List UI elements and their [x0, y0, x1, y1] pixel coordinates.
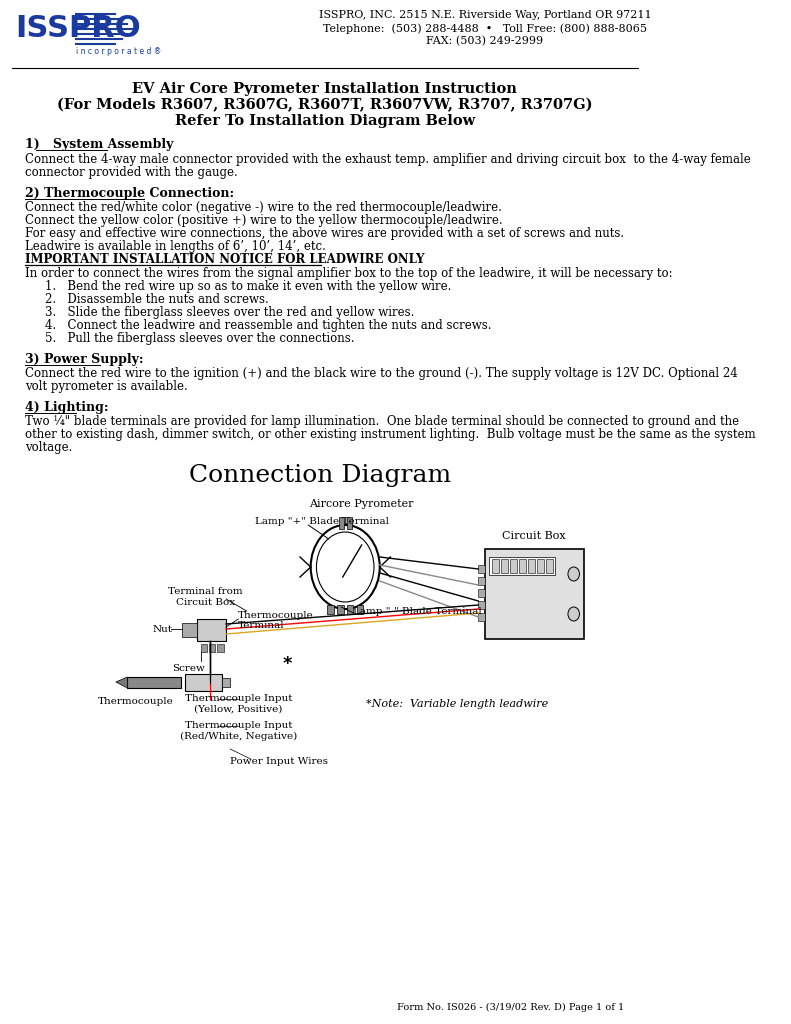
Text: *: * — [283, 655, 293, 673]
Text: For easy and effective wire connections, the above wires are provided with a set: For easy and effective wire connections,… — [25, 227, 624, 240]
Text: 4.   Connect the leadwire and reassemble and tighten the nuts and screws.: 4. Connect the leadwire and reassemble a… — [45, 319, 492, 332]
Text: connector provided with the gauge.: connector provided with the gauge. — [25, 166, 237, 179]
Text: IMPORTANT INSTALLATION NOTICE FOR LEADWIRE ONLY: IMPORTANT INSTALLATION NOTICE FOR LEADWI… — [25, 253, 424, 266]
Text: Connect the 4-way male connector provided with the exhaust temp. amplifier and d: Connect the 4-way male connector provide… — [25, 153, 751, 166]
Bar — [509, 559, 517, 573]
Text: Circuit Box: Circuit Box — [176, 598, 235, 607]
Text: 4) Lighting:: 4) Lighting: — [25, 401, 108, 414]
Text: Thermocouple Input: Thermocouple Input — [184, 721, 292, 730]
Text: Refer To Installation Diagram Below: Refer To Installation Diagram Below — [175, 114, 475, 128]
Text: *Note:  Variable length leadwire: *Note: Variable length leadwire — [365, 699, 548, 709]
Bar — [479, 601, 485, 609]
Bar — [217, 644, 224, 652]
Bar — [479, 577, 485, 585]
Text: Telephone:  (503) 288-4488  •   Toll Free: (800) 888-8065: Telephone: (503) 288-4488 • Toll Free: (… — [323, 23, 647, 34]
Text: EV Air Core Pyrometer Installation Instruction: EV Air Core Pyrometer Installation Instr… — [132, 82, 517, 96]
Text: 5.   Pull the fiberglass sleeves over the connections.: 5. Pull the fiberglass sleeves over the … — [45, 332, 354, 345]
Text: Connect the red wire to the ignition (+) and the black wire to the ground (-). T: Connect the red wire to the ignition (+)… — [25, 367, 737, 380]
Text: (Red/White, Negative): (Red/White, Negative) — [180, 732, 297, 741]
Text: Connect the red/white color (negative -) wire to the red thermocouple/leadwire.: Connect the red/white color (negative -)… — [25, 201, 501, 214]
Bar — [222, 678, 230, 687]
Bar — [537, 559, 544, 573]
Bar — [546, 559, 553, 573]
Polygon shape — [116, 677, 127, 688]
Bar — [489, 557, 554, 575]
Bar — [339, 517, 343, 529]
Text: 3) Power Supply:: 3) Power Supply: — [25, 353, 143, 366]
Text: Lamp "+" Blade Terminal: Lamp "+" Blade Terminal — [255, 517, 389, 526]
Bar — [528, 559, 535, 573]
Text: volt pyrometer is available.: volt pyrometer is available. — [25, 380, 187, 393]
Bar — [479, 589, 485, 597]
Text: voltage.: voltage. — [25, 441, 72, 454]
Text: ISSPRO, INC. 2515 N.E. Riverside Way, Portland OR 97211: ISSPRO, INC. 2515 N.E. Riverside Way, Po… — [319, 10, 651, 20]
Bar — [347, 517, 352, 529]
Bar — [327, 605, 334, 614]
Bar — [127, 677, 181, 688]
Text: Thermocouple Input: Thermocouple Input — [184, 694, 292, 703]
Bar — [357, 605, 363, 614]
Text: 1.   Bend the red wire up so as to make it even with the yellow wire.: 1. Bend the red wire up so as to make it… — [45, 280, 452, 293]
Bar — [501, 559, 508, 573]
Bar — [201, 644, 207, 652]
Bar — [347, 605, 354, 614]
Text: Thermocouple: Thermocouple — [98, 697, 173, 706]
Bar — [485, 549, 584, 639]
Bar — [479, 613, 485, 621]
Bar — [479, 565, 485, 573]
Text: Connect the yellow color (positive +) wire to the yellow thermocouple/leadwire.: Connect the yellow color (positive +) wi… — [25, 214, 502, 227]
Text: Terminal from: Terminal from — [168, 587, 243, 596]
Text: 2.   Disassemble the nuts and screws.: 2. Disassemble the nuts and screws. — [45, 293, 269, 306]
Text: Circuit Box: Circuit Box — [502, 531, 566, 541]
Text: Terminal: Terminal — [238, 621, 285, 630]
Text: 3.   Slide the fiberglass sleeves over the red and yellow wires.: 3. Slide the fiberglass sleeves over the… — [45, 306, 414, 319]
Text: Leadwire is available in lengths of 6’, 10’, 14’, etc.: Leadwire is available in lengths of 6’, … — [25, 240, 326, 253]
Bar — [519, 559, 526, 573]
Text: i n c o r p o r a t e d ®: i n c o r p o r a t e d ® — [77, 47, 161, 56]
Circle shape — [568, 607, 580, 621]
Text: Lamp "-" Blade Terminal: Lamp "-" Blade Terminal — [354, 607, 483, 616]
Bar — [491, 559, 499, 573]
Text: Aircore Pyrometer: Aircore Pyrometer — [309, 499, 414, 509]
Text: Power Input Wires: Power Input Wires — [230, 757, 328, 766]
Text: (For Models R3607, R3607G, R3607T, R3607VW, R3707, R3707G): (For Models R3607, R3607G, R3607T, R3607… — [57, 98, 592, 113]
Text: Nut: Nut — [152, 625, 172, 634]
Text: Connection Diagram: Connection Diagram — [189, 464, 451, 487]
Text: In order to connect the wires from the signal amplifier box to the top of the le: In order to connect the wires from the s… — [25, 267, 672, 280]
Text: other to existing dash, dimmer switch, or other existing instrument lighting.  B: other to existing dash, dimmer switch, o… — [25, 428, 755, 441]
Bar — [183, 623, 197, 637]
Bar — [209, 644, 215, 652]
Text: Thermocouple: Thermocouple — [238, 611, 314, 620]
Text: 1)   System Assembly: 1) System Assembly — [25, 138, 173, 151]
Text: 2) Thermocouple Connection:: 2) Thermocouple Connection: — [25, 187, 234, 200]
Text: Screw: Screw — [172, 664, 206, 673]
Circle shape — [568, 567, 580, 581]
Bar — [197, 618, 226, 641]
Text: FAX: (503) 249-2999: FAX: (503) 249-2999 — [426, 36, 543, 46]
Bar — [337, 605, 343, 614]
Text: Form No. IS026 - (3/19/02 Rev. D) Page 1 of 1: Form No. IS026 - (3/19/02 Rev. D) Page 1… — [397, 1002, 625, 1012]
Text: Two ¼" blade terminals are provided for lamp illumination.  One blade terminal s: Two ¼" blade terminals are provided for … — [25, 415, 739, 428]
Text: ISSPRO: ISSPRO — [15, 14, 141, 43]
Text: (Yellow, Positive): (Yellow, Positive) — [194, 705, 282, 714]
Bar — [185, 674, 222, 691]
